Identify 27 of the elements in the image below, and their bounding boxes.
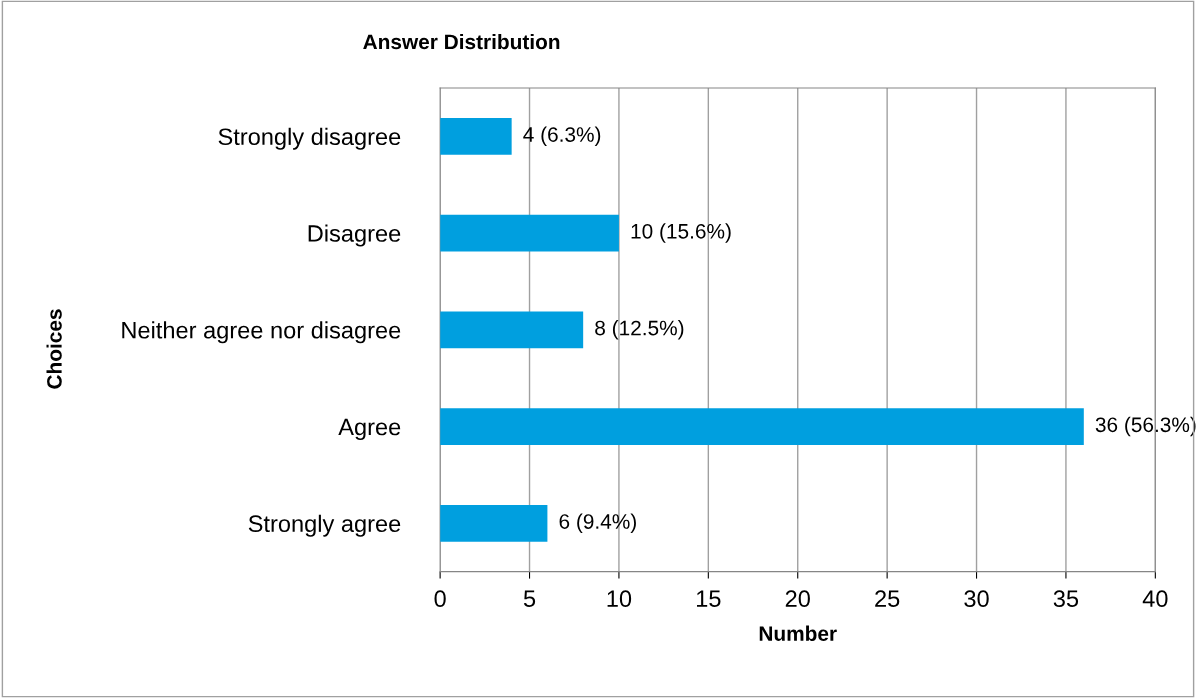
bar	[440, 117, 512, 155]
x-tick-label: 10	[607, 590, 632, 608]
x-tick-label: 15	[697, 590, 721, 608]
data-label: 36 (56.3%)	[1095, 416, 1196, 437]
x-tick-label: 25	[875, 590, 900, 608]
data-label: 10 (15.6%)	[631, 223, 731, 243]
y-tick-label: Neither agree nor disagree	[122, 321, 401, 344]
bar	[440, 214, 619, 252]
y-tick-label: Agree	[338, 418, 401, 440]
x-tick-label: 5	[523, 590, 536, 608]
x-tick-label: 30	[964, 590, 989, 608]
bar	[440, 504, 548, 542]
x-tick-label: 20	[785, 590, 810, 608]
y-tick-label: Strongly agree	[248, 514, 401, 537]
x-tick-label: 0	[434, 590, 446, 608]
data-label: 8 (12.5%)	[595, 320, 684, 340]
y-tick-label: Strongly disagree	[218, 127, 401, 150]
chart-title: Answer Distribution	[363, 33, 560, 50]
y-tick-label: Disagree	[308, 224, 401, 247]
x-tick-label: 35	[1053, 590, 1079, 608]
data-label: 6 (9.4%)	[559, 513, 636, 533]
x-axis-title: Number	[759, 625, 837, 641]
data-label: 4 (6.3%)	[523, 126, 601, 147]
bar	[440, 311, 584, 349]
y-axis-title: Choices	[46, 309, 62, 389]
bar	[440, 408, 1084, 445]
x-tick-label: 40	[1142, 590, 1168, 608]
